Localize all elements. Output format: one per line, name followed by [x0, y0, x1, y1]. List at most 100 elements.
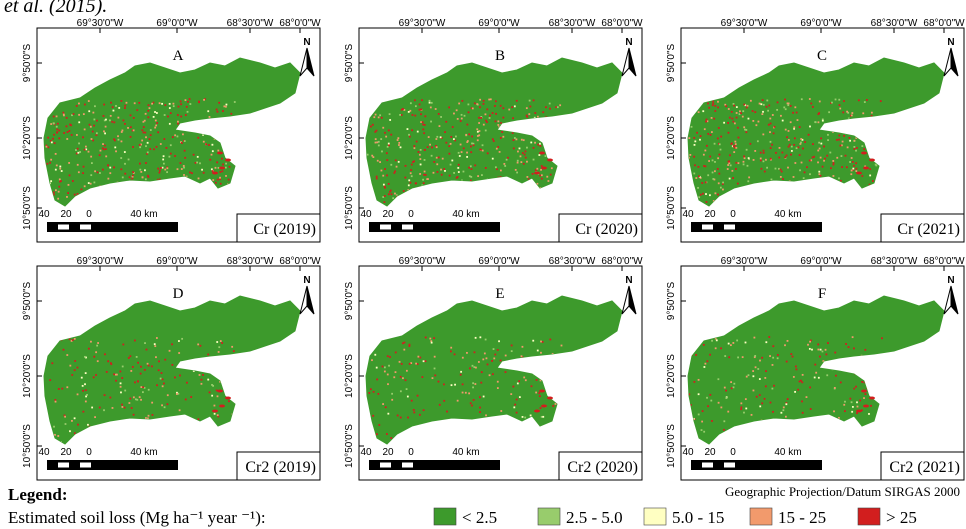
pixel	[786, 398, 789, 400]
pixel	[785, 403, 788, 406]
pixel	[423, 124, 426, 126]
panel-label: Cr (2020)	[575, 221, 638, 238]
pixel	[140, 398, 142, 401]
pixel	[697, 111, 700, 114]
pixel	[159, 377, 162, 380]
pixel	[787, 130, 790, 132]
legend-title: Legend:	[8, 485, 68, 504]
pixel	[125, 101, 128, 104]
pixel	[869, 396, 875, 400]
scale-bar	[58, 224, 69, 230]
pixel	[98, 154, 101, 157]
pixel	[455, 176, 458, 179]
pixel	[93, 124, 95, 127]
pixel	[787, 145, 790, 148]
pixel	[761, 99, 764, 101]
pixel	[428, 99, 431, 102]
pixel	[861, 381, 864, 383]
pixel	[768, 104, 771, 107]
pixel	[199, 344, 202, 347]
pixel	[188, 98, 191, 100]
pixel	[470, 145, 472, 148]
pixel	[435, 156, 438, 159]
scale-bar	[724, 462, 735, 468]
pixel	[103, 119, 106, 122]
scale-label: 0	[86, 209, 92, 220]
pixel	[174, 155, 176, 157]
pixel	[382, 183, 385, 186]
pixel	[470, 168, 473, 170]
pixel	[881, 337, 883, 340]
pixel	[724, 103, 727, 106]
pixel	[745, 106, 748, 109]
pixel	[524, 150, 527, 153]
pixel	[769, 401, 772, 404]
pixel	[177, 392, 180, 395]
pixel	[702, 153, 705, 156]
pixel	[371, 123, 374, 126]
pixel	[109, 396, 112, 399]
pixel	[392, 197, 395, 200]
pixel	[121, 129, 124, 132]
pixel	[524, 156, 527, 159]
pixel	[795, 111, 798, 114]
pixel	[719, 148, 722, 151]
pixel	[772, 410, 774, 413]
pixel	[121, 377, 124, 379]
pixel	[752, 159, 755, 161]
pixel	[476, 130, 479, 133]
pixel	[217, 389, 223, 393]
pixel	[464, 391, 467, 394]
pixel	[730, 387, 733, 390]
pixel	[752, 120, 755, 122]
pixel	[92, 376, 95, 379]
scale-label: 0	[408, 209, 414, 220]
pixel	[415, 182, 417, 185]
pixel	[833, 386, 836, 389]
pixel	[760, 167, 763, 170]
pixel	[161, 166, 164, 169]
pixel	[793, 126, 796, 129]
pixel	[729, 164, 732, 167]
pixel	[418, 108, 421, 111]
pixel	[536, 349, 539, 352]
pixel	[70, 340, 73, 342]
pixel	[55, 125, 58, 128]
pixel	[386, 159, 389, 161]
pixel	[861, 145, 864, 148]
pixel	[835, 374, 837, 377]
pixel	[714, 337, 717, 340]
pixel	[417, 355, 420, 358]
pixel	[776, 357, 779, 360]
pixel	[803, 171, 806, 174]
pixel	[494, 353, 497, 356]
pixel	[821, 119, 824, 122]
label-box	[558, 451, 643, 481]
pixel	[450, 384, 453, 387]
pixel	[538, 395, 541, 398]
pixel	[486, 363, 489, 366]
pixel	[386, 355, 389, 358]
pixel	[809, 339, 812, 342]
pixel	[798, 126, 801, 128]
longitude-label: 69°0'0"W	[156, 18, 198, 29]
scale-label: 40	[38, 447, 50, 458]
pixel	[397, 137, 400, 140]
pixel	[71, 339, 74, 341]
scale-label: 40 km	[130, 447, 157, 458]
pixel	[720, 135, 723, 138]
pixel	[727, 122, 729, 124]
pixel	[455, 109, 458, 112]
pixel	[695, 353, 698, 356]
pixel	[821, 118, 824, 121]
pixel	[164, 104, 167, 106]
pixel	[402, 342, 404, 345]
pixel	[386, 373, 389, 376]
pixel	[212, 171, 218, 175]
pixel	[779, 168, 782, 171]
pixel	[211, 394, 214, 397]
pixel	[510, 344, 513, 347]
pixel	[120, 131, 123, 133]
pixel	[68, 338, 71, 341]
pixel	[829, 151, 832, 154]
